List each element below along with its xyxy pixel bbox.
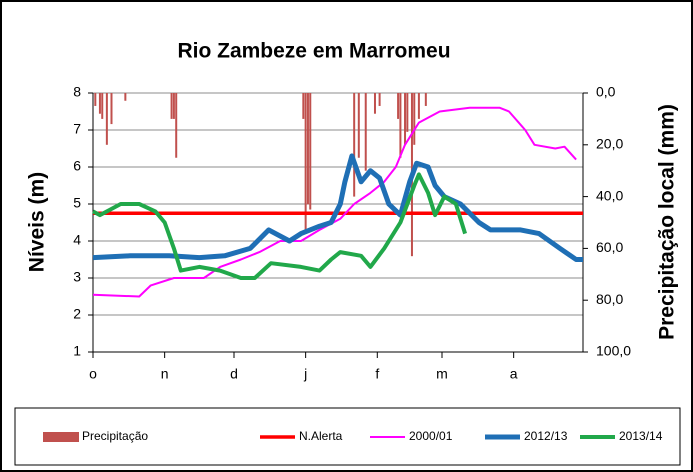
y2-tick-label: 60,0: [596, 239, 623, 255]
precip-bar: [110, 93, 113, 125]
y-tick-label: 4: [73, 232, 81, 248]
legend-box: [14, 407, 681, 466]
precip-bar: [373, 93, 376, 114]
precip-bar: [417, 93, 420, 119]
y2-tick-label: 100,0: [596, 343, 631, 359]
y-tick-label: 2: [73, 306, 81, 322]
precip-bar: [304, 93, 307, 233]
y-tick-label: 1: [73, 343, 81, 359]
legend-label: Precipitação: [82, 429, 148, 443]
precip-bar: [406, 93, 409, 132]
x-tick-label: n: [161, 366, 169, 382]
precip-bar: [309, 93, 312, 210]
y-tick-label: 3: [73, 269, 81, 285]
x-tick-label: d: [230, 366, 238, 382]
precip-bar: [170, 93, 173, 119]
y-tick-label: 8: [73, 84, 81, 100]
y-tick-label: 5: [73, 195, 81, 211]
precip-bar: [364, 93, 367, 171]
precip-bar: [353, 93, 356, 197]
x-tick-label: m: [436, 366, 448, 382]
y2-tick-label: 40,0: [596, 187, 623, 203]
precip-bar: [175, 93, 178, 158]
series-line: [92, 153, 583, 262]
legend-label: 2012/13: [524, 429, 568, 443]
precip-bar: [101, 93, 104, 119]
y-tick-label: 7: [73, 121, 81, 137]
precip-bar: [105, 93, 108, 145]
series-line: [92, 106, 577, 298]
precip-bar: [306, 93, 309, 205]
legend-label: 2000/01: [409, 429, 453, 443]
precip-bar: [399, 93, 402, 158]
legend-label: 2013/14: [619, 429, 663, 443]
precip-bar: [378, 93, 381, 106]
y2-tick-label: 80,0: [596, 291, 623, 307]
precip-bar: [404, 93, 407, 145]
x-tick-label: o: [89, 366, 97, 382]
precip-bar: [124, 93, 127, 101]
x-tick-label: j: [303, 366, 307, 382]
chart-title: Rio Zambeze em Marromeu: [177, 40, 450, 63]
y2-tick-label: 0,0: [596, 84, 616, 100]
y-axis-label: Níveis (m): [26, 172, 49, 272]
legend-swatch: [43, 432, 79, 442]
precip-bar: [172, 93, 175, 119]
y2-tick-label: 20,0: [596, 136, 623, 152]
precip-bar: [397, 93, 400, 119]
precip-bar: [424, 93, 427, 106]
precip-bar: [302, 93, 305, 119]
precip-bar: [98, 93, 101, 114]
legend-label: N.Alerta: [299, 429, 343, 443]
y2-axis-label: Precipitação local (mm): [656, 104, 679, 340]
series-line: [92, 172, 468, 280]
y-tick-label: 6: [73, 158, 81, 174]
precip-bar: [413, 93, 416, 145]
x-tick-label: f: [375, 366, 379, 382]
precip-bar: [357, 93, 360, 158]
x-tick-label: a: [510, 366, 518, 382]
precip-bar: [94, 93, 97, 106]
